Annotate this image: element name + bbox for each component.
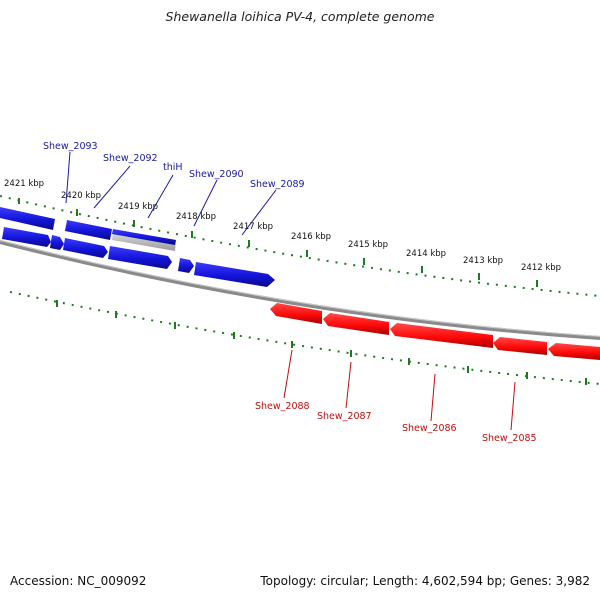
- ruler-labels: 2421 kbp 2420 kbp 2419 kbp 2418 kbp 2417…: [4, 179, 561, 273]
- leader-line: [193, 179, 218, 227]
- gene-label-shew-2092[interactable]: Shew_2092: [103, 153, 158, 164]
- accession-text: Accession: NC_009092: [10, 574, 147, 588]
- gene-arrow-forward[interactable]: [2, 227, 51, 247]
- genome-backbone-highlight: [0, 240, 600, 337]
- ruler-label: 2414 kbp: [406, 249, 446, 259]
- leader-line: [65, 151, 71, 204]
- gene-arrow-forward[interactable]: [194, 262, 275, 287]
- leader-line: [93, 165, 131, 209]
- gene-label-shew-2090[interactable]: Shew_2090: [189, 169, 244, 180]
- forward-genes-row-2: [2, 227, 275, 287]
- upper-ruler: [0, 195, 600, 297]
- gene-arrow-forward[interactable]: [65, 220, 112, 240]
- leader-line: [241, 189, 277, 236]
- ruler-label: 2417 kbp: [233, 222, 273, 232]
- gene-arrow-forward[interactable]: [112, 229, 176, 245]
- gene-arrow-reverse[interactable]: [548, 343, 600, 360]
- gene-arrow-reverse[interactable]: [493, 337, 547, 355]
- gene-arrow-forward[interactable]: [63, 238, 108, 258]
- genome-summary-text: Topology: circular; Length: 4,602,594 bp…: [260, 574, 590, 588]
- gene-label-shew-2087[interactable]: Shew_2087: [317, 411, 372, 422]
- gene-arrow-forward[interactable]: [0, 207, 55, 230]
- leader-line: [147, 174, 174, 219]
- ruler-label: 2412 kbp: [521, 263, 561, 273]
- leader-line: [283, 349, 293, 399]
- forward-gene-labels: Shew_2093 Shew_2092 thiH Shew_2090 Shew_…: [43, 141, 305, 236]
- leader-line: [510, 381, 516, 431]
- genome-backbone: [0, 240, 600, 340]
- ruler-label: 2419 kbp: [118, 202, 158, 212]
- ruler-label: 2421 kbp: [4, 179, 44, 189]
- gene-arrow-reverse[interactable]: [390, 323, 493, 348]
- leader-line: [345, 361, 352, 409]
- upper-ruler-ticks: [18, 198, 538, 287]
- gene-arrow-forward[interactable]: [108, 246, 172, 269]
- gene-label-thih[interactable]: thiH: [163, 162, 183, 173]
- gene-arrow-forward[interactable]: [178, 258, 194, 273]
- gene-label-shew-2093[interactable]: Shew_2093: [43, 141, 98, 152]
- lower-ruler-ticks: [56, 300, 587, 385]
- ruler-label: 2415 kbp: [348, 240, 388, 250]
- gene-label-shew-2088[interactable]: Shew_2088: [255, 401, 310, 412]
- ruler-label: 2413 kbp: [463, 256, 503, 266]
- ruler-label: 2416 kbp: [291, 232, 331, 242]
- gene-arrow-reverse[interactable]: [323, 313, 389, 335]
- ruler-label: 2418 kbp: [176, 212, 216, 222]
- reverse-genes-row: [270, 303, 600, 360]
- gene-label-shew-2086[interactable]: Shew_2086: [402, 423, 457, 434]
- genome-title: Shewanella loihica PV-4, complete genome: [165, 9, 435, 24]
- forward-genes-row-1: [0, 207, 176, 251]
- reverse-gene-labels: Shew_2088 Shew_2087 Shew_2086 Shew_2085: [255, 349, 537, 444]
- ruler-label: 2420 kbp: [61, 191, 101, 201]
- gene-label-shew-2085[interactable]: Shew_2085: [482, 433, 537, 444]
- gene-arrow-reverse[interactable]: [270, 303, 322, 324]
- lower-ruler: [9, 291, 600, 385]
- gene-label-shew-2089[interactable]: Shew_2089: [250, 179, 305, 190]
- gene-arrow-forward[interactable]: [50, 235, 64, 250]
- leader-line: [430, 373, 436, 422]
